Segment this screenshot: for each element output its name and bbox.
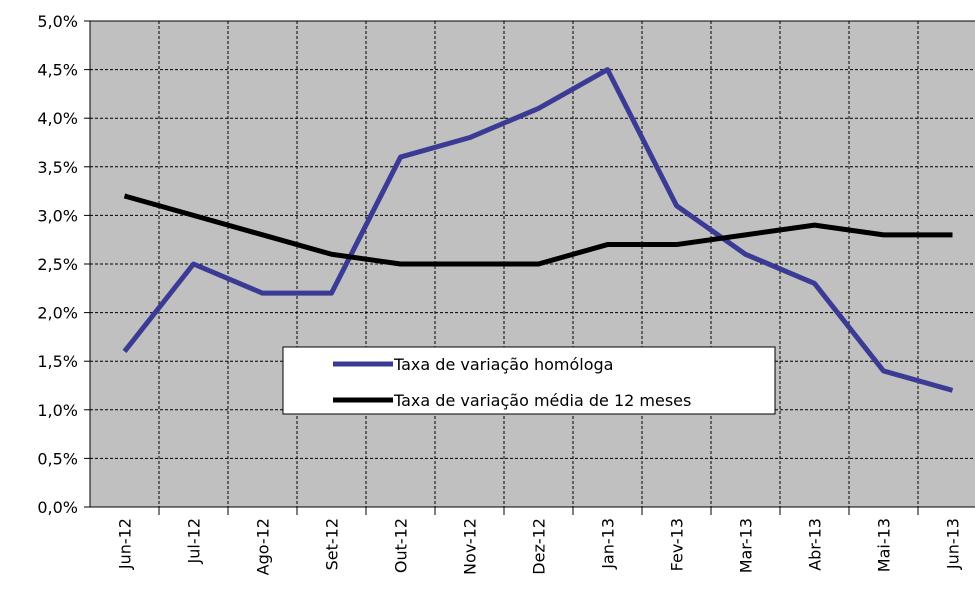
x-tick-label: Jul-12 <box>185 518 204 564</box>
y-tick-label: 5,0% <box>37 12 78 31</box>
y-tick-label: 2,0% <box>37 304 78 323</box>
x-tick-label: Dez-12 <box>530 518 549 575</box>
y-tick-label: 0,5% <box>37 449 78 468</box>
x-tick-label: Out-12 <box>392 518 411 573</box>
x-tick-label: Jan-13 <box>599 518 618 570</box>
series-line <box>123 193 953 267</box>
y-tick-label: 4,5% <box>37 61 78 80</box>
x-tick-label: Jun-13 <box>944 518 963 570</box>
y-tick-label: 0,0% <box>37 498 78 517</box>
x-tick-label: Mar-13 <box>737 518 756 573</box>
series-line <box>122 67 954 393</box>
y-tick-label: 1,5% <box>37 352 78 371</box>
x-tick-label: Fev-13 <box>668 518 687 571</box>
legend-label: Taxa de variação homóloga <box>393 355 613 374</box>
y-tick-label: 3,5% <box>37 158 78 177</box>
x-tick-label: Abr-13 <box>806 518 825 571</box>
x-tick-label: Ago-12 <box>254 518 273 575</box>
x-tick-label: Set-12 <box>323 518 342 570</box>
y-tick-label: 4,0% <box>37 109 78 128</box>
x-tick-label: Mai-13 <box>875 518 894 572</box>
y-tick-label: 2,5% <box>37 255 78 274</box>
y-tick-label: 1,0% <box>37 401 78 420</box>
y-tick-label: 3,0% <box>37 206 78 225</box>
legend-label: Taxa de variação média de 12 meses <box>393 391 691 410</box>
x-tick-label: Jun-12 <box>116 518 135 570</box>
x-tick-label: Nov-12 <box>461 518 480 575</box>
legend-box <box>282 346 776 415</box>
